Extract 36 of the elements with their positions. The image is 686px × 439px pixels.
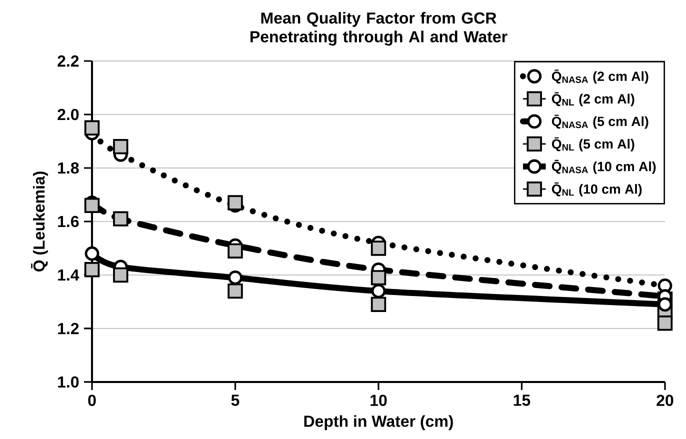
- point: [657, 316, 673, 331]
- y-tick-label: 1.2: [58, 322, 79, 334]
- y-tick-label: 1.8: [58, 162, 79, 174]
- point: [113, 138, 128, 154]
- chart-title: Mean Quality Factor from GCR Penetrating through Al and Water: [250, 12, 508, 46]
- y-tick-label: 2.2: [58, 55, 79, 67]
- x-tick-label: 5: [231, 394, 240, 406]
- point: [84, 120, 100, 136]
- y-tick-label: 1.6: [58, 216, 79, 228]
- point: [370, 270, 386, 286]
- x-tick-label: 20: [656, 394, 674, 406]
- legend-label: Q̄$_{NASA}$ (5 cm Al): [552, 114, 648, 129]
- point: [228, 195, 243, 210]
- legend-label: Q̄$_{NL}$ (2 cm Al): [552, 92, 634, 106]
- legend-label: Q̄$_{NL}$ (5 cm Al): [552, 137, 634, 152]
- point: [370, 240, 386, 256]
- x-tick-label: 15: [514, 394, 530, 406]
- legend-label: Q̄$_{NASA}$ (2 cm Al): [552, 70, 648, 84]
- legend-label: Q̄$_{NL}$ (10 cm Al): [552, 182, 642, 196]
- point: [113, 267, 128, 283]
- legend-label: Q̄$_{NASA}$ (10 cm Al): [552, 160, 656, 174]
- x-tick-label: 0: [88, 394, 96, 406]
- point: [370, 296, 386, 312]
- x-tick-label: 10: [370, 394, 387, 406]
- y-tick-label: 1.4: [58, 269, 80, 280]
- point: [84, 198, 100, 214]
- y-tick-label: 2.0: [58, 108, 79, 120]
- x-axis-title: Depth in Water (cm): [304, 415, 453, 430]
- point: [228, 243, 243, 259]
- y-tick-label: 1.0: [58, 376, 79, 388]
- point: [84, 246, 100, 261]
- point: [84, 262, 100, 278]
- point: [228, 270, 242, 285]
- y-axis-title: Q̄ (Leukemia): [31, 172, 48, 272]
- point: [371, 284, 386, 298]
- point: [228, 283, 243, 299]
